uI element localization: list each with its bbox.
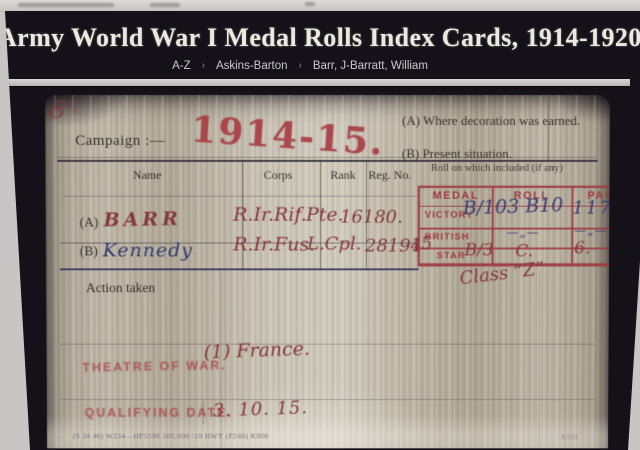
column-header-name: Name <box>132 167 162 182</box>
footer-print-code-right: K919 <box>561 432 578 442</box>
chevron-right-icon: › <box>298 60 302 71</box>
chevron-right-icon: › <box>201 60 205 71</box>
corner-pen-mark-small: 236 <box>67 99 80 116</box>
theatre-of-war-value: (1) France. <box>203 337 311 364</box>
campaign-date-stamp: 1914-15. <box>189 108 386 164</box>
ruled-line <box>60 343 595 345</box>
campaign-label: Campaign :— <box>75 132 166 149</box>
ruled-line <box>547 100 549 161</box>
blurred-text-smudge <box>150 3 180 7</box>
row-b-rank: L.Cpl. <box>307 233 362 255</box>
qualifying-date-value: 3. 10. 15. <box>212 397 309 422</box>
column-header-corps: Corps <box>263 167 293 182</box>
row-a-corps: R.Ir.Rif. <box>233 203 307 226</box>
row-b-prefix: (B) <box>79 243 98 259</box>
ruled-line <box>59 268 419 271</box>
british-page-ditto: —„— <box>574 223 608 238</box>
blurred-text-smudge <box>305 2 315 6</box>
band-divider <box>7 79 630 86</box>
victory-roll-value: B/103 B10 <box>462 194 564 220</box>
ruled-line <box>202 400 204 425</box>
breadcrumb-item-az[interactable]: A-Z <box>172 60 191 72</box>
page-title: Army World War I Medal Rolls Index Cards… <box>0 23 640 52</box>
star-medal-label: STAR <box>436 249 466 261</box>
row-a-reg-no: 16180. <box>339 206 403 228</box>
breadcrumb-item-range[interactable]: Askins-Barton <box>215 60 288 72</box>
row-a-prefix: (A) <box>79 214 99 230</box>
ruled-line <box>57 159 598 162</box>
index-card-image[interactable]: 8 236 Campaign :— 1914-15. (A) Where dec… <box>45 95 610 449</box>
star-roll-value: B/3 <box>464 240 494 261</box>
top-page-strip <box>0 0 640 12</box>
ruled-line <box>57 156 597 158</box>
ruled-line <box>63 195 417 197</box>
blurred-text-smudge <box>18 3 114 7</box>
fold-line <box>538 270 541 449</box>
column-header-reg-no: Reg. No. <box>368 167 412 182</box>
victory-page-value: 1179 <box>572 197 610 219</box>
breadcrumb-item-record[interactable]: Barr, J-Barratt, William <box>312 60 428 72</box>
star-prefix-15: 15 <box>409 233 434 256</box>
action-taken-label: Action taken <box>85 280 156 296</box>
star-page-value: 6. <box>574 238 591 259</box>
qualifying-date-label: QUALIFYING DATE. <box>84 405 233 420</box>
record-viewer-panel: Army World War I Medal Rolls Index Cards… <box>0 11 640 450</box>
row-b-name: Kennedy <box>102 239 194 262</box>
row-a-rank: Pte. <box>306 203 344 226</box>
column-header-rank: Rank <box>330 167 356 182</box>
corner-pen-mark: 8 <box>47 95 69 126</box>
decoration-note-a: (A) Where decoration was earned. <box>401 112 581 128</box>
breadcrumb: A-Z › Askins-Barton › Barr, J-Barratt, W… <box>5 60 600 72</box>
ruled-line <box>60 399 595 400</box>
row-a-name: BARR <box>103 208 182 232</box>
british-roll-ditto: —„— <box>506 225 540 240</box>
roll-included-note: Roll on which included (if any) <box>430 162 563 174</box>
star-roll-value-2: C. <box>515 241 534 262</box>
row-b-corps: R.Ir.Fus. <box>233 233 316 256</box>
footer-print-code: (9 34 46) W234—HP5590 500,000 /19 HWY (P… <box>72 431 269 441</box>
